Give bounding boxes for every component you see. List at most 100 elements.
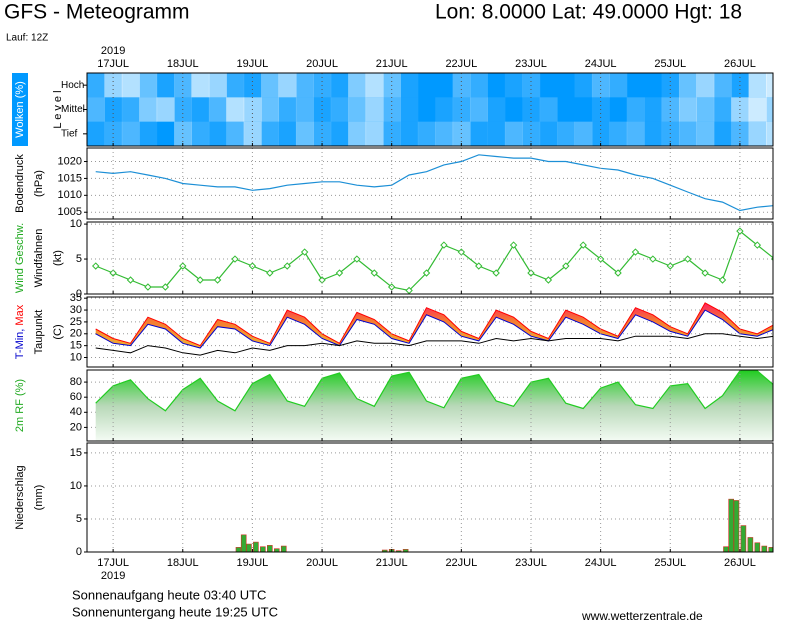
date-label: 21JUL — [376, 58, 408, 70]
plot-area — [87, 443, 773, 552]
y-tick-label: 10 — [70, 480, 82, 492]
y-axis-label: Wind Geschw. — [14, 223, 26, 293]
cloud-cell — [226, 121, 245, 146]
date-label: 26JUL — [724, 58, 756, 70]
cloud-cell — [678, 121, 697, 146]
date-label: 19JUL — [237, 557, 269, 569]
marker — [649, 255, 657, 263]
cloud-cell — [626, 97, 645, 122]
line — [95, 309, 773, 349]
date-label: 17JUL — [97, 557, 129, 569]
y-axis-label: 2m RF (%) — [14, 379, 26, 432]
panel-border — [86, 442, 774, 553]
cloud-cell — [470, 121, 488, 146]
panel-border — [86, 369, 774, 442]
date-label: 22JUL — [445, 58, 477, 70]
cloud-cell — [208, 97, 227, 122]
y-axis-label: L e v e l — [52, 90, 64, 128]
cloud-cell — [365, 121, 384, 146]
date-label: 24JUL — [585, 58, 617, 70]
level-label: Mittel — [61, 104, 85, 115]
run: Lauf: 12Z — [6, 33, 48, 44]
marker — [701, 269, 709, 277]
y-axis-label-part: Wolken (%) — [14, 81, 26, 138]
y-axis-label-part: (hPa) — [33, 170, 45, 197]
cloud-cell — [348, 97, 367, 122]
year-label: 2019 — [101, 45, 125, 57]
cloud-cell — [505, 97, 523, 121]
cloud-cell — [557, 121, 576, 146]
y-axis-label-part: T-Min, — [14, 329, 26, 360]
cloud-cell — [696, 97, 715, 122]
marker — [527, 269, 535, 277]
sunset: Sonnenuntergang heute 19:25 UTC — [72, 604, 278, 619]
cloud-cell — [470, 73, 488, 98]
date-label: 18JUL — [167, 557, 199, 569]
y-axis-label-part: (C) — [52, 324, 64, 339]
date-label: 18JUL — [167, 58, 199, 70]
y-tick-label: 20 — [70, 328, 82, 340]
marker — [579, 241, 587, 249]
y-axis-label-part: Taupunkt — [33, 310, 45, 355]
cloud-cell — [574, 73, 593, 98]
bar — [733, 500, 740, 552]
marker — [370, 269, 378, 277]
marker — [126, 276, 135, 284]
y-tick-label: 0 — [76, 546, 82, 558]
cloud-cell — [713, 73, 732, 98]
cloud-cell — [487, 97, 506, 122]
cloud-cell — [435, 73, 453, 97]
cloud-cell — [348, 121, 367, 146]
date-label: 24JUL — [585, 557, 617, 569]
y-tick-label: 20 — [70, 421, 82, 433]
plot-area — [87, 73, 773, 146]
cloud-cell — [330, 73, 349, 98]
level-label: Tief — [61, 128, 78, 139]
panel — [87, 443, 773, 552]
marker — [544, 276, 553, 284]
y-axis-label-part: Bodendruck — [14, 154, 26, 213]
y-tick-label: 10 — [70, 351, 82, 363]
marker — [631, 248, 640, 256]
bar — [381, 549, 388, 552]
cloud-cell — [226, 73, 245, 98]
cloud-cell — [156, 73, 175, 98]
marker — [683, 255, 692, 263]
marker — [353, 255, 361, 263]
cloud-cell — [539, 97, 558, 122]
cloud-cell — [627, 73, 645, 97]
cloud-cell — [644, 121, 663, 146]
y-tick-label: 15 — [70, 340, 82, 352]
y-axis-label-part: Wind Geschw. — [14, 223, 26, 293]
y-axis-label: Windfahnen — [33, 229, 45, 288]
cloud-cell — [330, 121, 349, 146]
line — [95, 333, 773, 356]
plot-area — [87, 297, 773, 367]
date-label: 20JUL — [306, 557, 338, 569]
bar — [267, 545, 273, 552]
y-axis-label-part: Max — [14, 304, 26, 328]
cloud-cell — [713, 121, 732, 146]
marker — [231, 255, 239, 263]
cloud-cell — [748, 121, 767, 146]
marker — [283, 262, 291, 270]
ylabel-background — [12, 73, 28, 146]
cloud-cell — [644, 97, 663, 122]
date-label: 23JUL — [515, 557, 547, 569]
y-tick-label: 5 — [76, 253, 82, 265]
y-axis-label-part: (mm) — [33, 485, 45, 511]
cloud-cell — [87, 121, 105, 146]
y-axis-label: Wolken (%) — [14, 81, 26, 138]
cloud-cell — [574, 121, 593, 146]
location: Lon: 8.0000 Lat: 49.0000 Hgt: 18 — [435, 1, 742, 24]
cloud-cell — [487, 121, 506, 146]
cloud-cell — [156, 97, 175, 122]
marker — [109, 269, 117, 277]
line — [95, 230, 773, 292]
y-tick-label: 35 — [70, 292, 82, 304]
y-axis-label-part: (kt) — [52, 250, 64, 266]
cloud-cell — [766, 73, 773, 98]
cloud-cell — [400, 121, 419, 146]
y-tick-label: 40 — [70, 406, 82, 418]
